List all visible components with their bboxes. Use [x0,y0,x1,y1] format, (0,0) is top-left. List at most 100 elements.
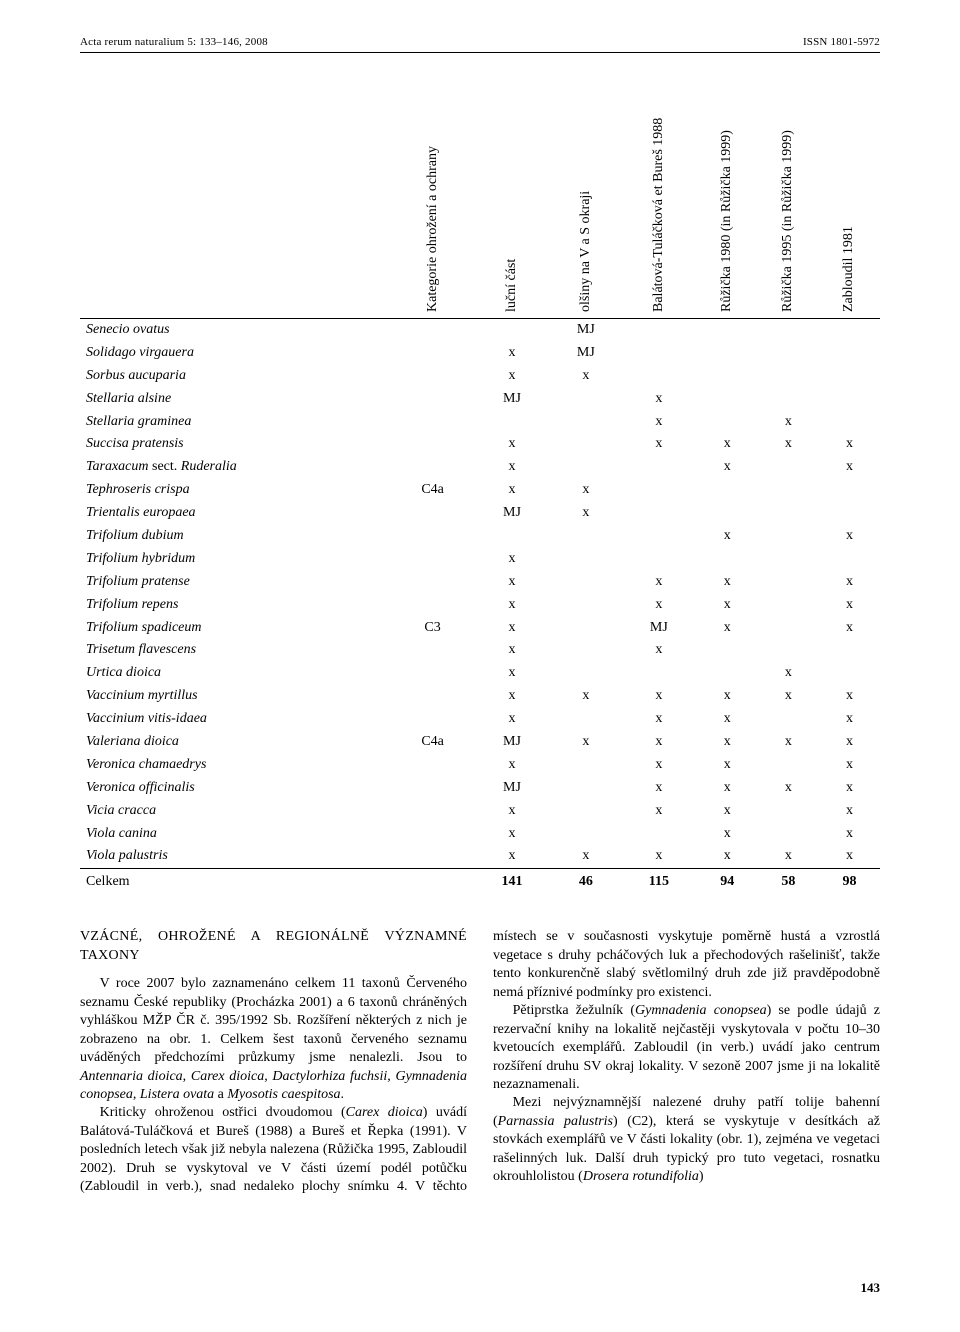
cell: x [473,433,551,456]
col-0: Kategorie ohrožení a ochrany [392,150,473,319]
cell [551,594,621,617]
cell: x [621,845,697,868]
totals-row: Celkem14146115945898 [80,869,880,894]
cell [392,548,473,571]
cell [551,754,621,777]
cell: x [473,571,551,594]
body-text: VZÁCNÉ, OHROŽENÉ A REGIONÁLNĚ VÝZNAMNÉ T… [80,928,880,1197]
cell: MJ [473,777,551,800]
col-species-name [80,150,392,319]
cell: x [473,800,551,823]
cell [758,617,819,640]
table-row: Valeriana dioicaC4aMJxxxxx [80,731,880,754]
species-name: Vaccinium vitis-idaea [80,708,392,731]
cell [621,365,697,388]
species-name: Trifolium spadiceum [80,617,392,640]
running-head-rule [80,52,880,53]
cell: x [473,548,551,571]
cell [758,548,819,571]
cell [392,502,473,525]
totals-cell: 98 [819,869,880,894]
species-name: Stellaria graminea [80,411,392,434]
cell: x [473,365,551,388]
cell: x [819,433,880,456]
table-row: Vaccinium myrtillusxxxxxx [80,685,880,708]
cell: x [473,662,551,685]
cell [551,823,621,846]
running-head: Acta rerum naturalium 5: 133–146, 2008 I… [80,36,880,48]
cell [819,502,880,525]
cell: MJ [621,617,697,640]
paragraph: Mezi nejvýznamnější nalezené druhy patří… [493,1094,880,1186]
species-name: Taraxacum sect. Ruderalia [80,456,392,479]
cell [551,433,621,456]
cell [621,548,697,571]
cell: x [819,456,880,479]
cell [819,319,880,342]
cell: x [621,433,697,456]
table-row: Veronica officinalisMJxxxx [80,777,880,800]
cell [551,662,621,685]
cell: x [621,388,697,411]
cell [551,639,621,662]
table-row: Senecio ovatus MJ [80,319,880,342]
cell: x [473,708,551,731]
cell: MJ [473,388,551,411]
cell [392,845,473,868]
cell [621,525,697,548]
col-1: luční část [473,150,551,319]
cell [392,525,473,548]
cell: x [758,845,819,868]
table-row: Taraxacum sect. Ruderaliaxxx [80,456,880,479]
cell: x [473,754,551,777]
table-body: Senecio ovatusMJSolidago virgaueraxMJSor… [80,319,880,895]
cell [758,479,819,502]
cell [392,411,473,434]
cell: x [819,777,880,800]
section-heading: VZÁCNÉ, OHROŽENÉ A REGIONÁLNĚ VÝZNAMNÉ T… [80,928,467,965]
page-number: 143 [861,1280,881,1296]
totals-cell: 58 [758,869,819,894]
cell [392,708,473,731]
cell [551,617,621,640]
table-row: Trientalis europaea MJx [80,502,880,525]
species-name: Trientalis europaea [80,502,392,525]
cell [392,594,473,617]
cell: x [551,731,621,754]
cell: x [551,502,621,525]
table-row: Vaccinium vitis-idaeaxxxx [80,708,880,731]
species-name: Trisetum flavescens [80,639,392,662]
cell [758,388,819,411]
cell: C4a [392,479,473,502]
cell: x [697,685,758,708]
table-row: Tephroseris crispaC4axx [80,479,880,502]
cell: x [621,777,697,800]
totals-cell: 46 [551,869,621,894]
cell [758,342,819,365]
cell [551,548,621,571]
cell: x [473,639,551,662]
cell [551,525,621,548]
cell [819,639,880,662]
col-6: Zabloudil 1981 [819,150,880,319]
cell: x [473,617,551,640]
col-2: olšiny na V a S okraji [551,150,621,319]
totals-cell: 94 [697,869,758,894]
cell: x [473,456,551,479]
species-name: Senecio ovatus [80,319,392,342]
species-name: Stellaria alsine [80,388,392,411]
cell [819,342,880,365]
table-row: Trifolium spadiceumC3xMJxx [80,617,880,640]
cell [551,708,621,731]
species-name: Veronica chamaedrys [80,754,392,777]
species-name: Viola palustris [80,845,392,868]
cell [697,502,758,525]
cell: MJ [551,319,621,342]
table-row: Viola caninaxxx [80,823,880,846]
col-label: Růžička 1995 (in Růžička 1999) [780,130,796,312]
cell: MJ [473,502,551,525]
cell: x [758,411,819,434]
table-row: Urtica dioicaxx [80,662,880,685]
table-row: Trifolium repensxxxx [80,594,880,617]
cell: x [697,777,758,800]
